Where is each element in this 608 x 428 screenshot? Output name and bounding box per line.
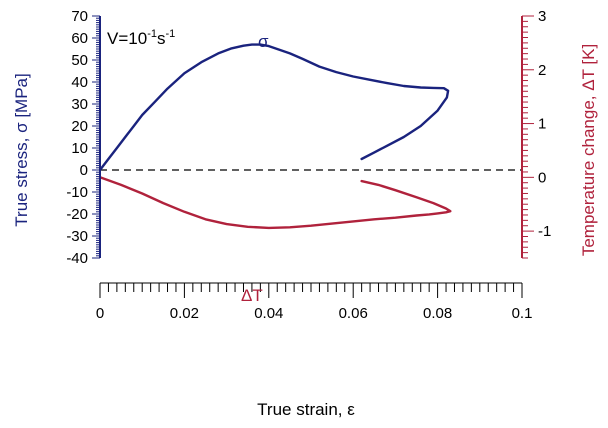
y-left-axis-title: True stress, σ [MPa]: [12, 73, 31, 226]
sigma-series-label: σ: [258, 32, 269, 51]
series-layer: [98, 43, 452, 230]
y-left-tick-label: -40: [66, 250, 88, 267]
x-tick-label: 0.06: [339, 305, 368, 322]
x-tick-label: 0.08: [423, 305, 452, 322]
y-left-tick-label: -30: [66, 228, 88, 245]
x-tick-label: 0.1: [512, 305, 533, 322]
y-left-tick-label: 0: [80, 162, 88, 179]
y-axis-right: -1 0 1 2 3: [522, 8, 551, 259]
plot-frame: [99, 16, 523, 258]
annotation-rate: V=10-1s-1: [107, 28, 175, 48]
y-left-tick-label: 60: [71, 30, 88, 47]
series-temperature-line: [98, 176, 452, 230]
y-right-axis-title: Temperature change, ΔT [K]: [579, 44, 598, 256]
y-right-tick-label: 0: [538, 169, 546, 186]
y-left-tick-label: 10: [71, 140, 88, 157]
x-axis: 0 0.02 0.04 0.06 0.08 0.1: [96, 282, 533, 322]
y-right-tick-label: -1: [538, 223, 551, 240]
y-left-tick-label: 20: [71, 118, 88, 135]
y-left-tick-label: -20: [66, 206, 88, 223]
y-right-tick-label: 3: [538, 8, 546, 25]
x-tick-label: 0: [96, 305, 104, 322]
y-left-tick-label: 50: [71, 52, 88, 69]
x-tick-label: 0.04: [254, 305, 283, 322]
y-right-tick-label: 2: [538, 62, 546, 79]
deltaT-series-label: ΔT: [241, 286, 263, 305]
y-left-tick-label: 40: [71, 74, 88, 91]
y-right-tick-label: 1: [538, 116, 546, 133]
y-axis-left: -40 -30 -20 -10 0 10 20 30 40 50 60 70: [66, 8, 100, 267]
series-stress-line: [98, 43, 450, 172]
x-tick-label: 0.02: [170, 305, 199, 322]
y-left-tick-label: -10: [66, 184, 88, 201]
y-left-tick-label: 30: [71, 96, 88, 113]
x-axis-title: True strain, ε: [257, 400, 355, 419]
y-left-tick-label: 70: [71, 8, 88, 25]
